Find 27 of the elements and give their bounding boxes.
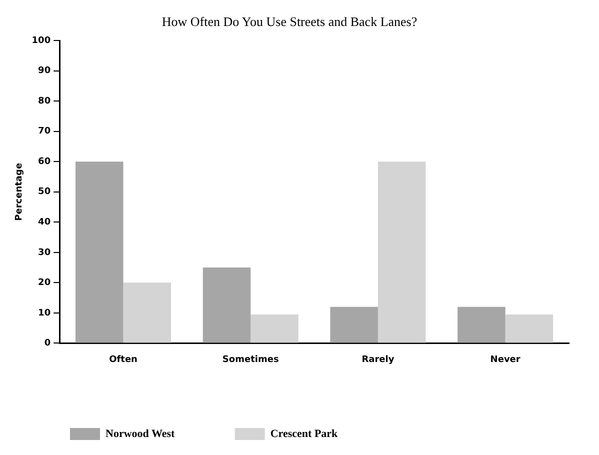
y-tick-label: 10 xyxy=(38,308,51,318)
y-tick-label: 30 xyxy=(38,248,51,258)
legend-label: Crescent Park xyxy=(270,428,339,440)
bar xyxy=(378,162,426,343)
bar xyxy=(505,314,554,343)
bar xyxy=(123,282,172,343)
bar xyxy=(202,268,251,343)
y-tick-label: 40 xyxy=(38,218,51,228)
bar xyxy=(458,306,506,343)
bar xyxy=(250,314,298,343)
x-tick-label: Sometimes xyxy=(222,354,279,365)
y-tick-label: 80 xyxy=(38,96,51,106)
y-axis-title: Percentage xyxy=(14,162,25,221)
y-tick-label: 100 xyxy=(32,36,51,46)
bar xyxy=(330,306,378,343)
y-tick-label: 20 xyxy=(38,278,51,288)
y-tick-label: 60 xyxy=(38,156,51,167)
y-tick-label: 50 xyxy=(38,187,51,198)
y-tick-label: 0 xyxy=(44,338,51,349)
legend-label: Norwood West xyxy=(106,428,175,440)
x-tick-label: Never xyxy=(490,354,521,365)
y-tick-label: 90 xyxy=(38,66,51,76)
x-tick-label: Rarely xyxy=(362,354,394,365)
bar xyxy=(76,162,124,343)
chart-title: How Often Do You Use Streets and Back Lanes? xyxy=(162,14,418,30)
y-tick-label: 70 xyxy=(38,126,51,137)
x-tick-label: Often xyxy=(109,354,138,365)
